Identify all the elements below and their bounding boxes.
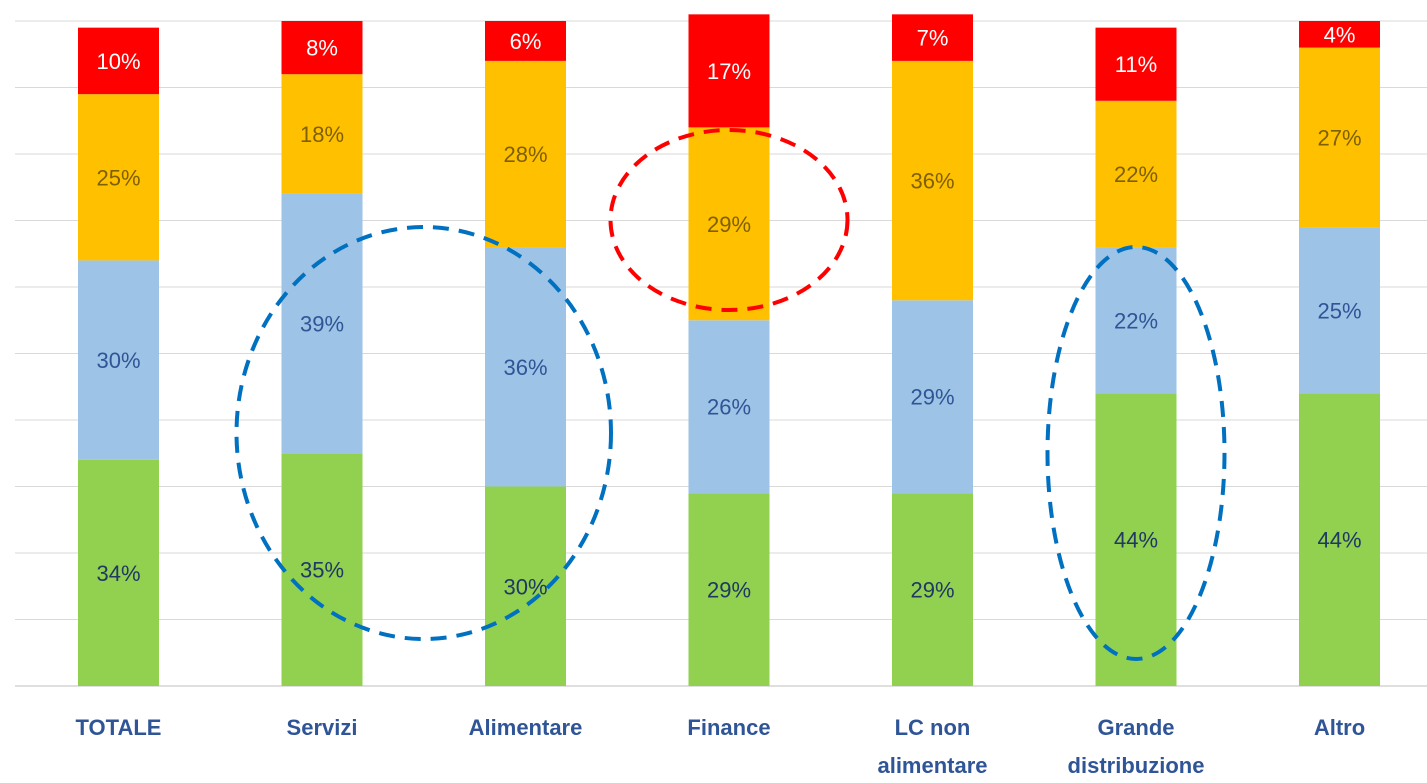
data-label: 10% bbox=[96, 49, 140, 74]
data-label: 17% bbox=[707, 59, 751, 84]
category-label: TOTALE bbox=[76, 715, 162, 740]
bar-segment bbox=[1299, 393, 1380, 686]
category-label: Alimentare bbox=[469, 715, 583, 740]
data-label: 28% bbox=[503, 142, 547, 167]
bar-segment bbox=[485, 60, 566, 248]
bar-segment bbox=[78, 94, 159, 261]
data-label: 35% bbox=[300, 558, 344, 583]
data-label: 44% bbox=[1317, 528, 1361, 553]
data-label: 30% bbox=[503, 574, 547, 599]
data-label: 4% bbox=[1324, 22, 1356, 47]
data-label: 6% bbox=[510, 29, 542, 54]
data-label: 8% bbox=[306, 36, 338, 61]
bar-segment bbox=[281, 453, 363, 686]
data-label: 36% bbox=[503, 355, 547, 380]
data-label: 26% bbox=[707, 395, 751, 420]
bar-segment bbox=[1095, 100, 1177, 248]
category-label: Grande distribuzione bbox=[1068, 715, 1205, 778]
bar-segment bbox=[1299, 227, 1380, 394]
data-label: 36% bbox=[910, 169, 954, 194]
data-label: 27% bbox=[1317, 125, 1361, 150]
annotations bbox=[234, 128, 1227, 661]
bar-segment bbox=[892, 60, 973, 301]
bar-segment bbox=[485, 486, 566, 686]
data-label: 29% bbox=[910, 578, 954, 603]
bar-segment bbox=[78, 27, 159, 95]
segment-labels: 34% 30% 25% 10% 35% 39% 18% 8% 30% 36% 28% 6% 29% 26%… bbox=[96, 22, 1361, 602]
bar-segment bbox=[892, 14, 973, 61]
bar-segment bbox=[281, 21, 363, 75]
data-label: 29% bbox=[707, 212, 751, 237]
highlight-ellipse bbox=[1045, 245, 1227, 661]
bar-segment bbox=[688, 493, 770, 686]
bar-segment bbox=[892, 300, 973, 494]
bar-segment bbox=[485, 247, 566, 487]
highlight-ellipse bbox=[234, 225, 613, 641]
category-label: Finance bbox=[687, 715, 770, 740]
data-label: 44% bbox=[1114, 528, 1158, 553]
bar-segment bbox=[688, 14, 770, 128]
bar-segment bbox=[1095, 393, 1177, 686]
bar-segment bbox=[281, 74, 363, 194]
bar-segment bbox=[892, 493, 973, 686]
highlight-ellipse bbox=[608, 128, 850, 312]
bar-segment bbox=[1095, 27, 1177, 101]
bar-segment bbox=[688, 127, 770, 321]
data-label: 29% bbox=[707, 578, 751, 603]
data-label: 11% bbox=[1115, 52, 1157, 77]
data-label: 25% bbox=[1317, 298, 1361, 323]
data-label: 18% bbox=[300, 122, 344, 147]
data-label: 22% bbox=[1114, 162, 1158, 187]
bar-segment bbox=[1095, 247, 1177, 394]
bars bbox=[78, 14, 1380, 686]
data-label: 25% bbox=[96, 165, 140, 190]
bar-segment bbox=[78, 260, 159, 460]
bar-segment bbox=[485, 21, 566, 61]
bar-segment bbox=[688, 320, 770, 494]
category-label: LC non alimentare bbox=[877, 715, 987, 778]
data-label: 39% bbox=[300, 312, 344, 337]
bar-segment bbox=[1299, 21, 1380, 48]
bar-segment bbox=[78, 459, 159, 686]
data-label: 34% bbox=[96, 561, 140, 586]
data-label: 29% bbox=[910, 385, 954, 410]
bar-segment bbox=[1299, 47, 1380, 228]
bar-segment bbox=[281, 193, 363, 454]
data-label: 7% bbox=[917, 26, 949, 51]
category-labels: TOTALE Servizi Alimentare Finance LC non alim… bbox=[76, 715, 1366, 778]
data-label: 22% bbox=[1114, 308, 1158, 333]
category-label: Altro bbox=[1314, 715, 1365, 740]
category-label: Servizi bbox=[287, 715, 358, 740]
data-label: 30% bbox=[96, 348, 140, 373]
